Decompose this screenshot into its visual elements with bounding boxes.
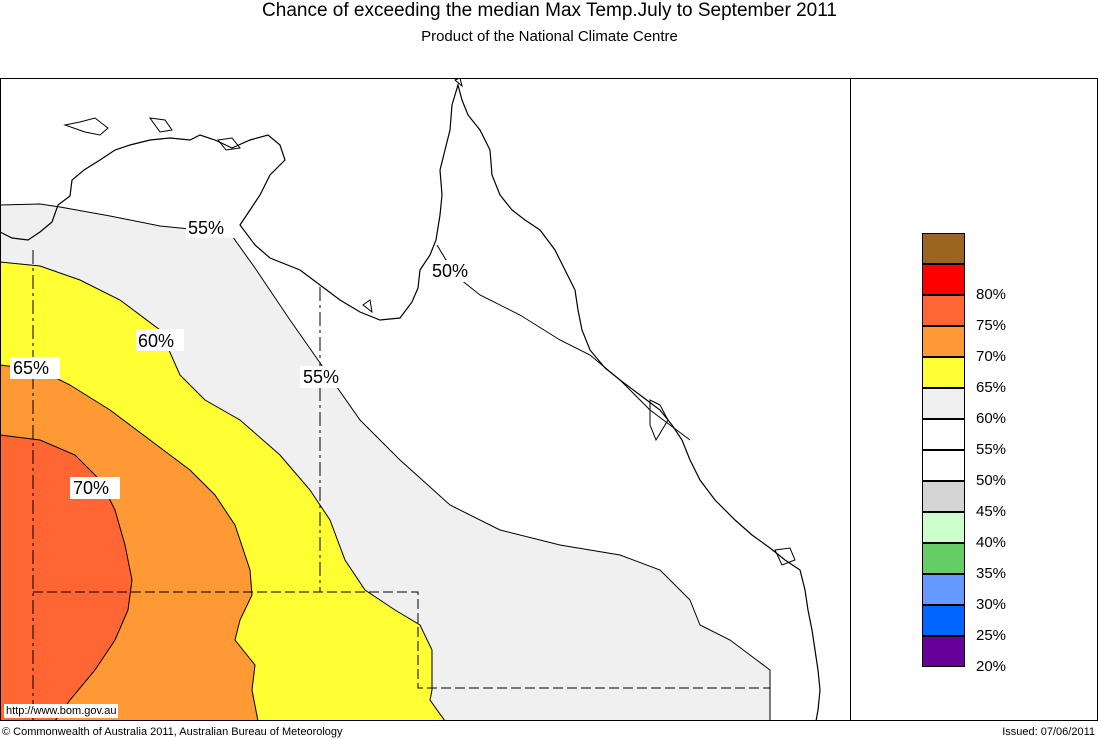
- legend-label: 60%: [976, 410, 1007, 427]
- legend-label: 50%: [976, 472, 1007, 489]
- contour-label-70: 70%: [73, 478, 109, 498]
- coast-detail: [63, 78, 796, 566]
- legend-swatch: [922, 574, 965, 605]
- legend-swatch: [922, 605, 965, 636]
- legend-swatch: [922, 636, 965, 667]
- legend-swatch: [922, 326, 965, 357]
- legend-label: 35%: [976, 565, 1007, 582]
- contour-label-60: 60%: [138, 331, 174, 351]
- map-frame: 55% 50% 60% 55% 65% 70%: [0, 78, 1098, 721]
- legend-label: 20%: [976, 658, 1007, 675]
- legend-swatch: [922, 512, 965, 543]
- issued-date: Issued: 07/06/2011: [1002, 726, 1095, 738]
- contour-label-50: 50%: [432, 261, 468, 281]
- legend-swatch: [922, 481, 965, 512]
- legend-swatch: [922, 357, 965, 388]
- map-subtitle: Product of the National Climate Centre: [421, 28, 678, 45]
- legend-swatch: [922, 419, 965, 450]
- legend-label: 55%: [976, 441, 1007, 458]
- contour-label-55-central: 55%: [303, 367, 339, 387]
- legend-swatch: [922, 295, 965, 326]
- legend-label: 75%: [976, 317, 1007, 334]
- map-title: Chance of exceeding the median Max Temp.…: [262, 0, 837, 21]
- probability-map: 55% 50% 60% 55% 65% 70%: [0, 78, 1098, 721]
- legend-label: 30%: [976, 596, 1007, 613]
- legend-swatch: [922, 450, 965, 481]
- legend-swatch: [922, 388, 965, 419]
- legend-label: 45%: [976, 503, 1007, 520]
- contour-label-55-north: 55%: [188, 218, 224, 238]
- coastline: [0, 82, 821, 721]
- legend-label: 25%: [976, 627, 1007, 644]
- copyright-text: © Commonwealth of Australia 2011, Austra…: [2, 726, 343, 738]
- legend-swatch: [922, 233, 965, 264]
- contour-label-65: 65%: [13, 358, 49, 378]
- legend-swatch: [922, 264, 965, 295]
- website-url: http://www.bom.gov.au: [4, 704, 119, 718]
- legend-label: 65%: [976, 379, 1007, 396]
- legend-label: 80%: [976, 286, 1007, 303]
- legend-swatch: [922, 543, 965, 574]
- legend-label: 40%: [976, 534, 1007, 551]
- legend-label: 70%: [976, 348, 1007, 365]
